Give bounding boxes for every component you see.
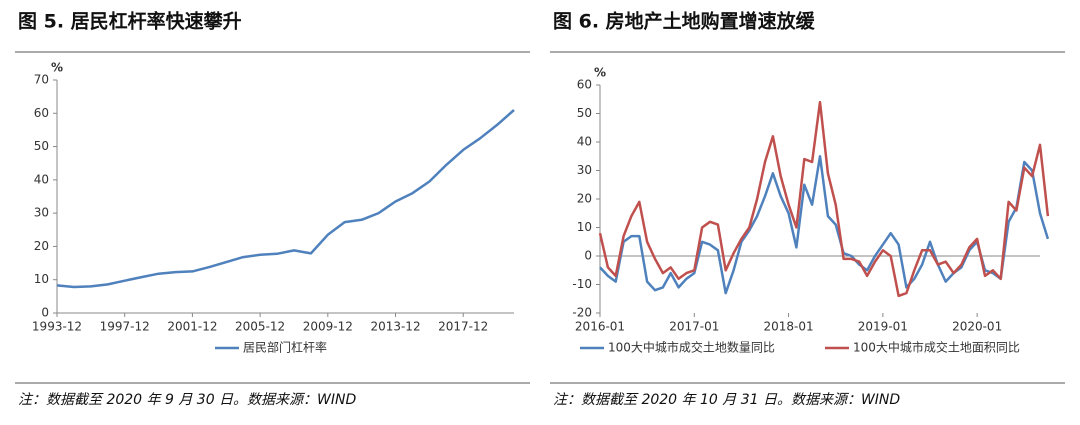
x-tick-label: 2017-12 <box>438 320 488 334</box>
y-tick-label: 10 <box>34 272 49 286</box>
y-tick-label: 20 <box>34 239 49 253</box>
y-tick-label: 60 <box>577 78 592 92</box>
legend-label: 居民部门杠杆率 <box>243 340 327 355</box>
line-series <box>599 155 1050 295</box>
y-tick-label: -20 <box>572 306 592 320</box>
y-tick-label: 60 <box>34 106 49 120</box>
unit-label: % <box>51 61 63 75</box>
y-tick-label: 20 <box>577 192 592 206</box>
x-tick-label: 2009-12 <box>303 320 353 334</box>
y-tick-label: 50 <box>34 139 49 153</box>
x-tick-label: 1997-12 <box>100 320 150 334</box>
x-tick-label: 1993-12 <box>32 320 82 334</box>
y-tick-label: 10 <box>577 220 592 234</box>
y-tick-label: 30 <box>34 206 49 220</box>
x-tick-label: 2020-01 <box>952 320 1002 334</box>
unit-label: % <box>594 66 606 80</box>
x-tick-label: 2016-01 <box>575 320 625 334</box>
y-tick-label: 70 <box>34 73 49 87</box>
y-tick-label: 30 <box>577 163 592 177</box>
x-tick-label: 2018-01 <box>764 320 814 334</box>
legend-label: 100大中城市成交土地数量同比 <box>608 340 775 355</box>
line-series <box>56 109 515 289</box>
chart-title: 图 5. 居民杠杆率快速攀升 <box>18 10 242 33</box>
line-series <box>598 100 1050 298</box>
x-tick-label: 2001-12 <box>167 320 217 334</box>
y-tick-label: 40 <box>34 172 49 186</box>
x-tick-label: 2005-12 <box>235 320 285 334</box>
note: 注：数据截至 2020 年 9 月 30 日。数据来源：WIND <box>18 392 356 408</box>
y-tick-label: 0 <box>41 306 49 320</box>
legend-label: 100大中城市成交土地面积同比 <box>853 340 1020 355</box>
chart-title: 图 6. 房地产土地购置增速放缓 <box>553 10 816 33</box>
x-tick-label: 2017-01 <box>669 320 719 334</box>
y-tick-label: 40 <box>577 135 592 149</box>
x-tick-label: 2013-12 <box>370 320 420 334</box>
y-tick-label: -10 <box>572 277 592 291</box>
y-tick-label: 50 <box>577 106 592 120</box>
y-tick-label: 0 <box>584 249 592 263</box>
note: 注：数据截至 2020 年 10 月 31 日。数据来源：WIND <box>553 392 900 408</box>
x-tick-label: 2019-01 <box>858 320 908 334</box>
